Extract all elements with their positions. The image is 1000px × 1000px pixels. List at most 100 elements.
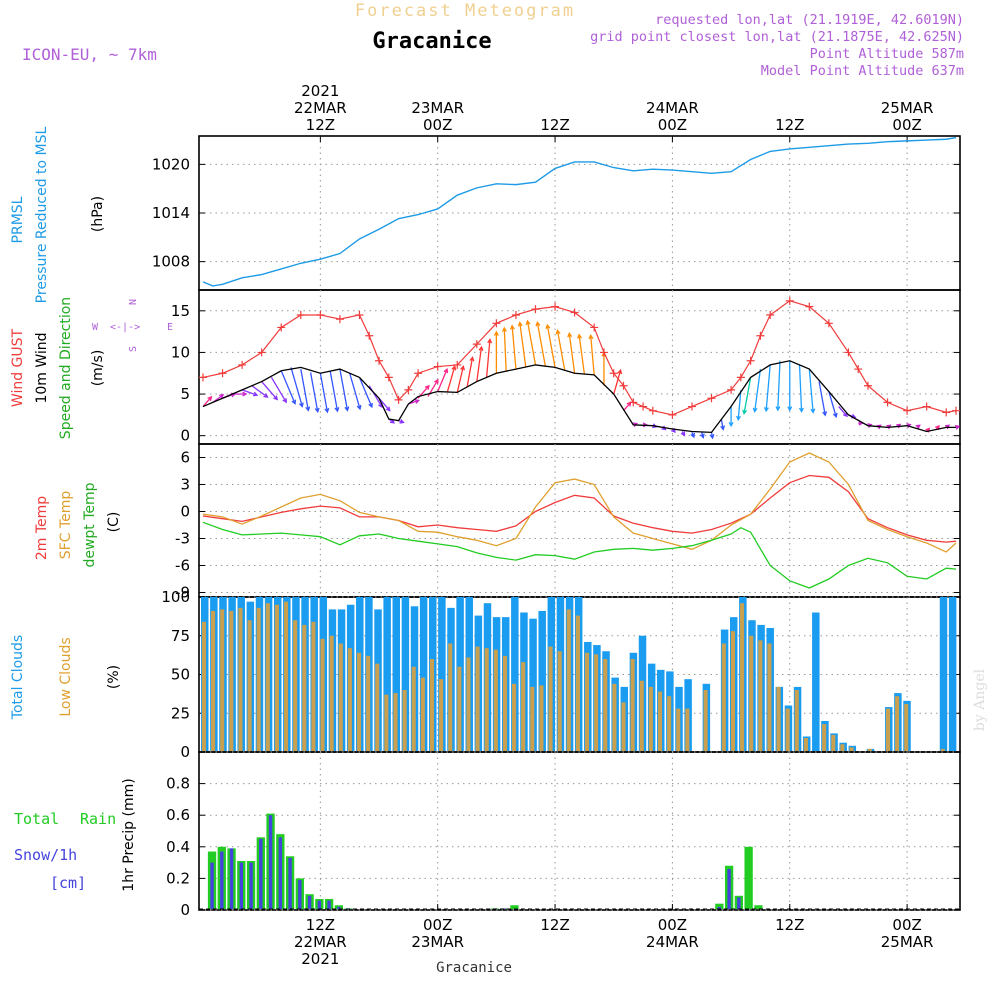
wind-arrow: [818, 381, 826, 416]
low-cloud-bar: [840, 744, 845, 751]
wind-arrow: [329, 370, 339, 412]
wind-arrow-head: [775, 406, 781, 412]
footer-location: Gracanice: [436, 960, 512, 976]
wind-arrow-head: [469, 356, 475, 362]
low-cloud-bar: [904, 703, 909, 751]
clouds-ytick-label: 100: [161, 588, 190, 606]
gust-line: [202, 300, 957, 416]
wind-arrow-head: [434, 378, 439, 384]
wind-arrow-head: [356, 404, 362, 411]
wind-arrow-head: [867, 423, 873, 428]
total-cloud-bar: [401, 597, 410, 751]
gust-marker: [404, 385, 413, 394]
gust-marker: [629, 398, 638, 407]
temp-ytick-label: -6: [175, 557, 190, 575]
wind-arrow-head: [344, 406, 350, 412]
wind-arrow: [838, 406, 848, 417]
wind-arrow-head: [728, 421, 734, 428]
top-time-label: 00Z: [658, 116, 687, 134]
low-cloud-bar: [448, 643, 453, 751]
top-time-label: 12Z: [775, 116, 804, 134]
total-cloud-bar: [383, 597, 391, 751]
temp-ytick-label: 0: [180, 503, 190, 521]
top-time-label: 12Z: [540, 116, 569, 134]
snow-bar: [727, 868, 731, 909]
low-cloud-bar: [466, 657, 471, 751]
gust-marker: [668, 410, 677, 419]
pressure-label-1: PRMSL: [10, 196, 26, 243]
wind-arrow-head: [843, 412, 848, 418]
gridpoint-coords: grid point closest lon,lat (21.1875E, 42…: [590, 29, 964, 45]
wind-arrow-head: [252, 391, 259, 397]
gust-marker: [952, 406, 960, 415]
compass-e: E: [167, 322, 173, 333]
requested-coords: requested lon,lat (21.1919E, 42.6019N): [655, 12, 964, 28]
low-cloud-bar: [648, 686, 653, 751]
precip-unit: 1hr Precip (mm): [121, 778, 137, 891]
low-cloud-bar: [776, 686, 781, 751]
low-cloud-bar: [502, 655, 507, 751]
wind-arrow-head: [822, 411, 828, 417]
pressure-ytick-label: 1014: [152, 204, 190, 222]
wind-arrow-head: [324, 408, 330, 414]
wind-arrow: [568, 333, 576, 374]
wind-arrow-head: [699, 433, 705, 439]
wind-arrow-head: [399, 419, 405, 424]
low-cloud-bar: [329, 635, 334, 751]
low-cloud-bar: [429, 659, 435, 751]
wind-arrow-head: [282, 398, 287, 404]
bottom-time-label: 00Z: [423, 916, 452, 934]
wind-arrow: [339, 368, 349, 411]
low-cloud-bar: [785, 708, 790, 751]
wind-arrow-head: [443, 367, 449, 374]
top-time-label: 2021: [301, 82, 339, 100]
bottom-time-label: 24MAR: [646, 933, 699, 951]
wind-arrow: [466, 357, 474, 388]
low-cloud-bar: [521, 662, 526, 751]
low-cloud-bar: [512, 683, 517, 751]
temp-line-0: [202, 474, 957, 543]
wind-arrow-head: [752, 407, 758, 413]
wind-arrow-head: [535, 321, 541, 327]
wind-arrow-head: [617, 368, 623, 375]
wind-arrow: [613, 370, 622, 395]
compass-w: W: [92, 322, 99, 333]
total-cloud-bar: [939, 597, 948, 751]
temp-ytick-label: -3: [175, 530, 190, 548]
low-cloud-bar: [803, 738, 808, 751]
rain-bar: [510, 905, 519, 909]
temp-line-2: [202, 521, 957, 589]
low-cloud-bar: [229, 610, 234, 751]
rain-bar: [754, 905, 763, 909]
wind-arrow: [737, 389, 742, 420]
snow-bar: [298, 879, 302, 909]
temp-ytick-label: -9: [175, 584, 190, 602]
wind-arrow-head: [273, 395, 279, 401]
low-cloud-bar: [484, 648, 489, 751]
wind-arrow-head: [517, 321, 523, 327]
top-time-label: 22MAR: [294, 99, 347, 117]
low-cloud-bar: [676, 708, 681, 751]
low-cloud-bar: [657, 691, 663, 751]
low-cloud-bar: [238, 607, 243, 751]
top-time-label: 24MAR: [646, 99, 699, 117]
wind-arrow: [309, 372, 319, 412]
wind-arrow-head: [487, 338, 493, 344]
wind-ytick-label: 5: [180, 385, 190, 403]
wind-arrow: [485, 339, 491, 378]
low-cloud-bar: [730, 631, 736, 751]
watermark: by Angel: [972, 668, 988, 731]
wind-arrow: [623, 402, 632, 412]
total-cloud-bar: [392, 597, 401, 751]
low-cloud-bar: [749, 635, 754, 751]
gust-marker: [727, 385, 736, 394]
wind-arrow-head: [389, 418, 396, 424]
low-cloud-bar: [375, 663, 380, 751]
wind-arrow: [437, 368, 448, 392]
wind-arrow-head: [207, 395, 213, 401]
wind-arrow-head: [525, 319, 531, 325]
wind-unit: (m/s): [90, 350, 106, 387]
model-label: ICON-EU, ~ 7km: [22, 45, 157, 64]
low-cloud-bar: [548, 646, 553, 751]
